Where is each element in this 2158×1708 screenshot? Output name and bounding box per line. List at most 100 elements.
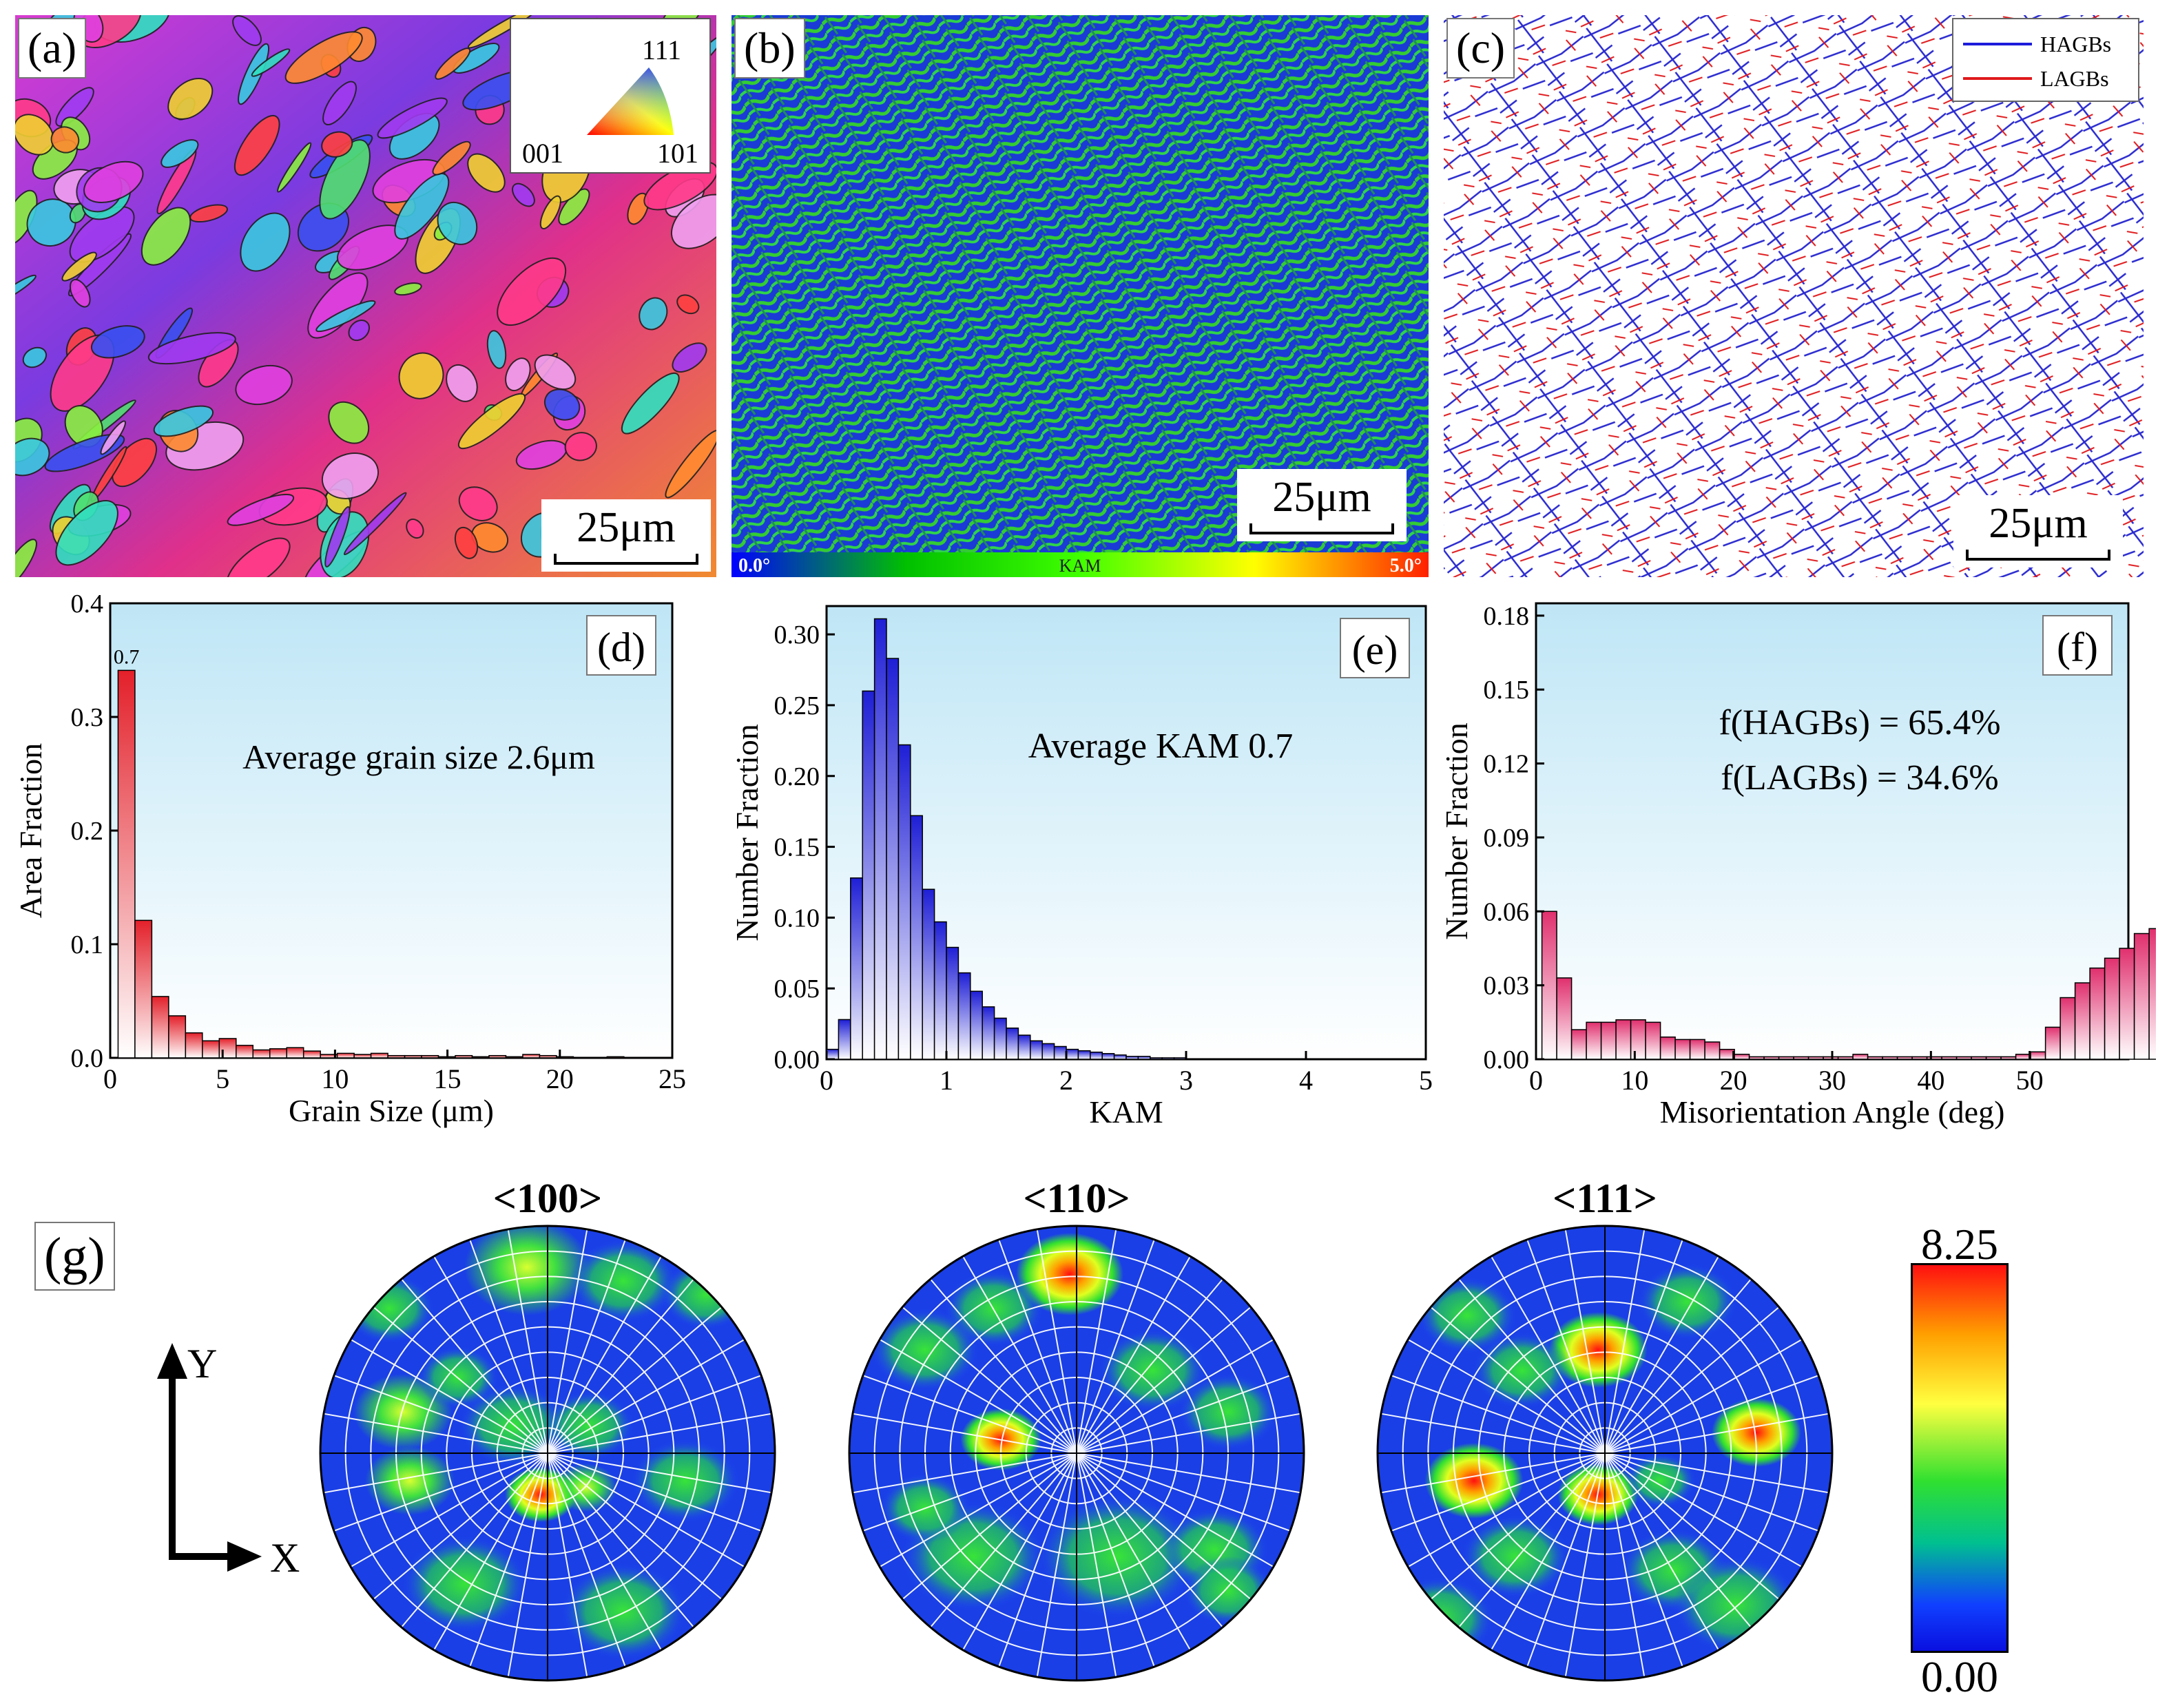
x-tick-label: 10 [321, 1063, 349, 1094]
histogram-f: 0 10 20 30 40 50 0.00 0.03 0.06 0.09 0.12 0.15 0.18 M… [1439, 602, 2156, 1129]
histogram-bar [1659, 1037, 1676, 1060]
ipf-color-key: 111 001 101 [510, 18, 711, 174]
grain [558, 188, 590, 226]
histogram-bar [873, 618, 887, 1060]
bar-label: 0.7 [114, 645, 140, 668]
histogram-bar [286, 1047, 304, 1059]
xy-axes: Y X [157, 1341, 300, 1581]
grain [328, 401, 370, 444]
y-tick-label: 0.05 [774, 975, 820, 1003]
histogram-d: 0 5 10 15 20 25 0.0 0.1 0.2 0.3 0.4 Grain Size (μm)… [13, 590, 686, 1128]
legend-item-hagbs: HAGBs [1963, 32, 2135, 56]
boundary-legend: HAGBs LAGBs [1952, 18, 2139, 102]
histogram-bar [1748, 1056, 1765, 1060]
grain [55, 499, 118, 566]
grain [539, 195, 561, 230]
pole-figure [848, 1225, 1305, 1682]
histogram-bar [370, 1052, 388, 1059]
grain [55, 87, 94, 127]
histogram-bar [850, 877, 863, 1060]
colorbar-max-label: 8.25 [1921, 1220, 1998, 1269]
grain [639, 297, 668, 331]
y-tick-label: 0.18 [1484, 602, 1530, 631]
histogram-bar [1852, 1054, 1869, 1060]
y-tick-label: 0.20 [774, 762, 820, 791]
grain [497, 257, 567, 326]
grain [235, 365, 293, 406]
grain [471, 522, 509, 553]
histogram-bar [1763, 1056, 1780, 1060]
grain [13, 114, 54, 156]
histogram-bar [1017, 1034, 1031, 1060]
grain [394, 282, 422, 296]
grain [406, 518, 424, 539]
histogram-bar [1867, 1056, 1883, 1060]
grain [348, 320, 370, 342]
histogram-bar [1882, 1056, 1898, 1060]
grain [22, 346, 48, 368]
histogram-bar [1926, 1056, 1942, 1060]
histogram-bar [1615, 1019, 1632, 1060]
x-tick-label: 10 [1621, 1065, 1648, 1096]
histogram-bar [2044, 1026, 2061, 1060]
histogram-bar [2074, 982, 2090, 1060]
grain [377, 97, 448, 139]
y-tick-label: 0.00 [1484, 1045, 1530, 1074]
kam-map: 0.0° KAM 5.0° [732, 15, 1429, 577]
histogram-bar [910, 815, 923, 1060]
panel-label-d: (d) [597, 625, 645, 670]
histogram-bar [539, 1054, 557, 1059]
histogram-bar [1630, 1019, 1646, 1060]
grain [505, 357, 531, 392]
y-tick-label: 0.1 [71, 930, 104, 959]
kam-colorbar-title: KAM [1059, 556, 1101, 576]
grain [69, 278, 91, 308]
grain [227, 493, 295, 526]
grain [319, 139, 371, 220]
pole-density-spot [561, 1563, 686, 1660]
ipf-key-101: 101 [657, 138, 698, 169]
pole-density-spot [1386, 1577, 1493, 1660]
boundary-map-panel: (c) HAGBs LAGBs 25μm [1444, 15, 2144, 577]
histogram-bar [1837, 1056, 1854, 1060]
histogram-bar [898, 744, 911, 1060]
histogram-bar [1161, 1057, 1175, 1060]
x-axis-title: Misorientation Angle (deg) [1660, 1094, 2005, 1129]
histogram-bar [1778, 1056, 1794, 1060]
histogram-bar [1090, 1051, 1103, 1060]
pole-figure-title-111: <111> [1553, 1176, 1657, 1221]
histogram-bar [1150, 1057, 1163, 1060]
annotation-average-grain-size: Average grain size 2.6μm [242, 738, 595, 776]
y-axis-title: Area Fraction [13, 743, 48, 918]
grain [232, 15, 262, 46]
panel-label-box [2042, 615, 2113, 676]
histogram-bar [1719, 1048, 1735, 1060]
pole-density-spot [871, 1309, 979, 1391]
histogram-bar [2000, 1056, 2017, 1060]
histogram-bar [2148, 928, 2156, 1060]
histogram-bar [252, 1049, 271, 1059]
grain [564, 432, 597, 461]
grain [437, 202, 478, 245]
pole-figure [1376, 1225, 1834, 1682]
panel-label-b: (b) [734, 18, 805, 79]
grain [69, 206, 135, 263]
grain [141, 207, 191, 266]
histogram-bar [862, 690, 875, 1060]
histogram-bar [1941, 1056, 1958, 1060]
histogram-bar [2133, 933, 2150, 1060]
histogram-bar [1734, 1054, 1750, 1060]
histogram-bar [269, 1048, 287, 1059]
grain [627, 192, 650, 225]
histogram-bar [1041, 1043, 1055, 1060]
grain [394, 173, 450, 240]
histogram-bar [826, 1048, 840, 1060]
ipf-map-panel: (a) 111 001 101 25μm [0, 0, 733, 592]
x-tick-label: 0 [820, 1065, 833, 1096]
pole-density-spot [1418, 1278, 1517, 1353]
ipf-key-001: 001 [522, 138, 563, 169]
x-tick-label: 20 [1720, 1065, 1747, 1096]
kam-colorbar-min: 0.0° [738, 555, 770, 576]
grain [153, 405, 214, 437]
grain [435, 48, 471, 80]
